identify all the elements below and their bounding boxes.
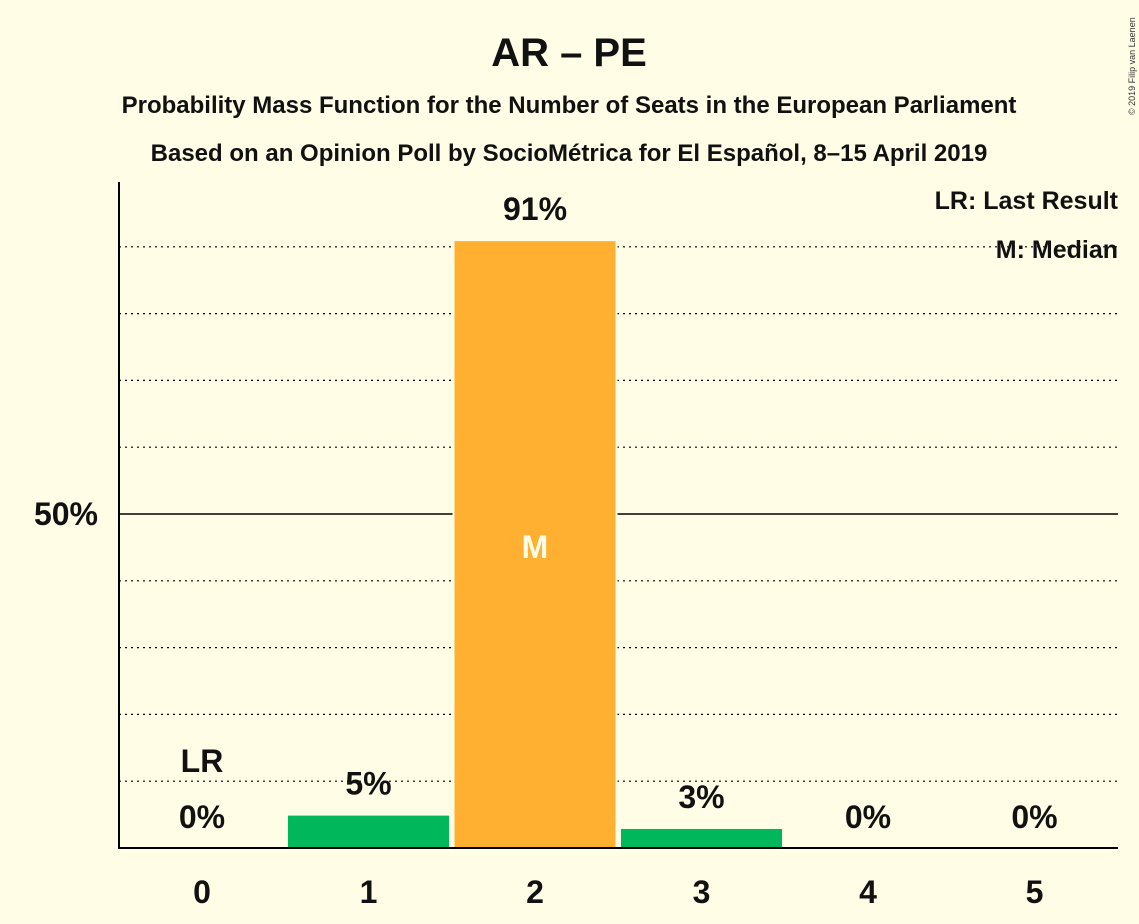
data-label-1: 5% xyxy=(345,766,391,802)
data-label-2: 91% xyxy=(503,191,567,227)
median-marker: M xyxy=(522,529,549,565)
legend-last-result: LR: Last Result xyxy=(935,187,1119,215)
x-tick-label-2: 2 xyxy=(526,874,544,910)
bars xyxy=(286,239,784,850)
bar-2 xyxy=(452,239,618,849)
data-labels: 0% LR 5% 91% M 3% 0% 0% xyxy=(179,191,1058,835)
legend-median: M: Median xyxy=(996,236,1118,264)
chart-subtitle-1: Probability Mass Function for the Number… xyxy=(122,92,1017,119)
y-tick-label-50: 50% xyxy=(34,496,98,532)
bar-1 xyxy=(286,813,451,849)
copyright-notice: © 2019 Filip van Laenen xyxy=(1127,17,1137,115)
data-label-4: 0% xyxy=(845,799,891,835)
x-tick-label-3: 3 xyxy=(693,874,711,910)
data-label-0: 0% xyxy=(179,799,225,835)
data-label-3: 3% xyxy=(678,779,724,815)
x-tick-label-0: 0 xyxy=(193,874,211,910)
x-tick-label-1: 1 xyxy=(360,874,378,910)
x-tick-labels: 0 1 2 3 4 5 xyxy=(193,874,1043,910)
chart-title: AR – PE xyxy=(491,31,647,75)
x-tick-label-5: 5 xyxy=(1026,874,1044,910)
bar-3 xyxy=(619,826,784,850)
x-tick-label-4: 4 xyxy=(859,874,877,910)
last-result-marker: LR xyxy=(181,743,224,779)
data-label-5: 0% xyxy=(1011,799,1057,835)
chart-subtitle-2: Based on an Opinion Poll by SocioMétrica… xyxy=(151,140,988,167)
gridlines xyxy=(119,246,1118,782)
